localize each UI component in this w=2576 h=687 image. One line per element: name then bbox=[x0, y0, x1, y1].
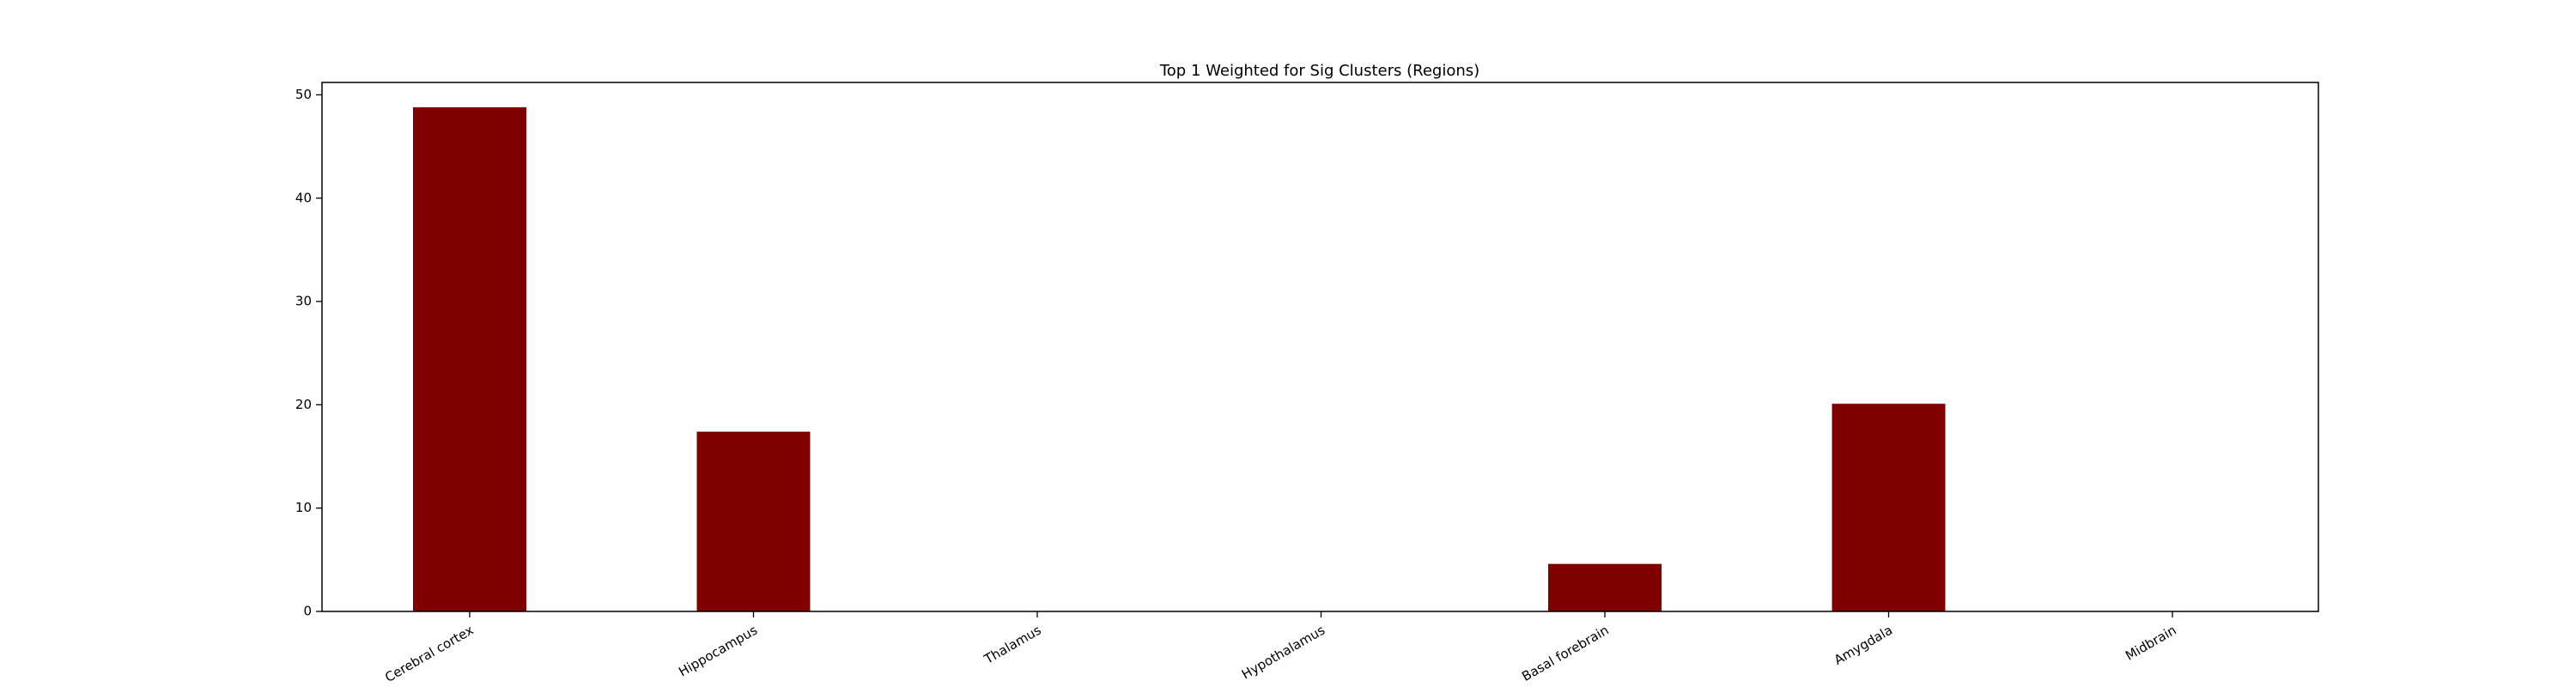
y-tick-label: 50 bbox=[295, 87, 312, 102]
plot-frame bbox=[321, 82, 2319, 612]
chart-title: Top 1 Weighted for Sig Clusters (Regions… bbox=[1159, 62, 1479, 80]
x-axis: Cerebral cortex Hippocampus Thalamus Hypoth… bbox=[382, 611, 2179, 686]
x-tick-label: Amygdala bbox=[1832, 623, 1895, 668]
x-tick-label: Midbrain bbox=[2123, 623, 2178, 664]
bars-layer bbox=[413, 106, 1946, 611]
x-tick-label: Basal forebrain bbox=[1519, 623, 1611, 684]
x-tick-label: Thalamus bbox=[981, 622, 1043, 667]
bar-hippocampus bbox=[696, 431, 811, 611]
y-tick-label: 0 bbox=[303, 604, 312, 619]
bar-amygdala bbox=[1832, 404, 1946, 611]
bar-cerebral-cortex bbox=[413, 106, 526, 611]
y-tick-label: 30 bbox=[295, 294, 312, 309]
y-axis: 0 10 20 30 40 50 bbox=[295, 87, 322, 619]
x-tick-label: Cerebral cortex bbox=[382, 623, 476, 686]
x-tick-label: Hippocampus bbox=[676, 622, 760, 679]
bar-basal-forebrain bbox=[1548, 563, 1662, 611]
y-tick-label: 40 bbox=[295, 190, 312, 205]
x-tick-label: Hypothalamus bbox=[1239, 622, 1327, 682]
y-tick-label: 10 bbox=[295, 500, 312, 515]
y-tick-label: 20 bbox=[295, 397, 312, 412]
